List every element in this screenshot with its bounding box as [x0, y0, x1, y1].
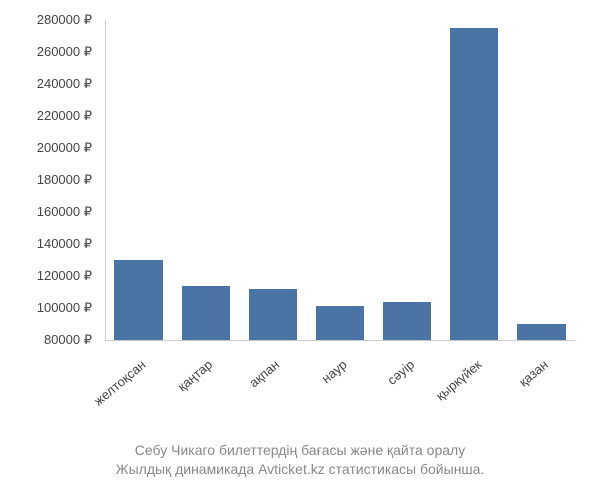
- bar: [114, 260, 162, 340]
- caption-line-1: Себу Чикаго билеттердің бағасы және қайт…: [0, 441, 600, 461]
- y-tick-label: 140000 ₽: [37, 236, 92, 252]
- x-tick-label: наур: [319, 357, 350, 386]
- bar: [517, 324, 565, 340]
- bar-slot: [306, 20, 373, 340]
- plot-area: [105, 20, 575, 340]
- y-tick-label: 220000 ₽: [37, 108, 92, 124]
- y-tick-label: 100000 ₽: [37, 300, 92, 316]
- bar: [450, 28, 498, 340]
- x-axis-line: [105, 340, 575, 341]
- x-tick-label: қазан: [516, 357, 551, 390]
- y-tick-label: 180000 ₽: [37, 172, 92, 188]
- bar-slot: [172, 20, 239, 340]
- bar-slot: [239, 20, 306, 340]
- y-tick-label: 240000 ₽: [37, 76, 92, 92]
- bar: [182, 286, 230, 340]
- bar: [316, 306, 364, 340]
- y-tick-label: 280000 ₽: [37, 12, 92, 28]
- chart-container: 80000 ₽ 100000 ₽ 120000 ₽ 140000 ₽ 160000 ₽ 1…: [0, 0, 600, 500]
- y-tick-label: 200000 ₽: [37, 140, 92, 156]
- y-tick-label: 120000 ₽: [37, 268, 92, 284]
- y-tick-label: 160000 ₽: [37, 204, 92, 220]
- x-tick-label: желтоқсан: [91, 357, 149, 409]
- x-tick-label: қаңтар: [175, 357, 216, 394]
- y-tick-label: 260000 ₽: [37, 44, 92, 60]
- bar-slot: [441, 20, 508, 340]
- bar-slot: [105, 20, 172, 340]
- bar-slot: [374, 20, 441, 340]
- y-axis: 80000 ₽100000 ₽120000 ₽140000 ₽160000 ₽1…: [0, 20, 100, 340]
- chart-caption: Себу Чикаго билеттердің бағасы және қайт…: [0, 441, 600, 480]
- x-axis: желтоқсанқаңтарақпаннаурсәуірқыркүйекқаз…: [105, 345, 575, 425]
- x-tick-label: ақпан: [247, 357, 283, 391]
- x-tick-label: сәуір: [384, 357, 417, 388]
- caption-line-2: Жылдық динамикада Avticket.kz статистика…: [0, 460, 600, 480]
- bar-slot: [508, 20, 575, 340]
- bars-group: [105, 20, 575, 340]
- bar: [249, 289, 297, 340]
- bar: [383, 302, 431, 340]
- x-tick-label: қыркүйек: [433, 357, 484, 404]
- y-tick-label: 80000 ₽: [44, 332, 92, 348]
